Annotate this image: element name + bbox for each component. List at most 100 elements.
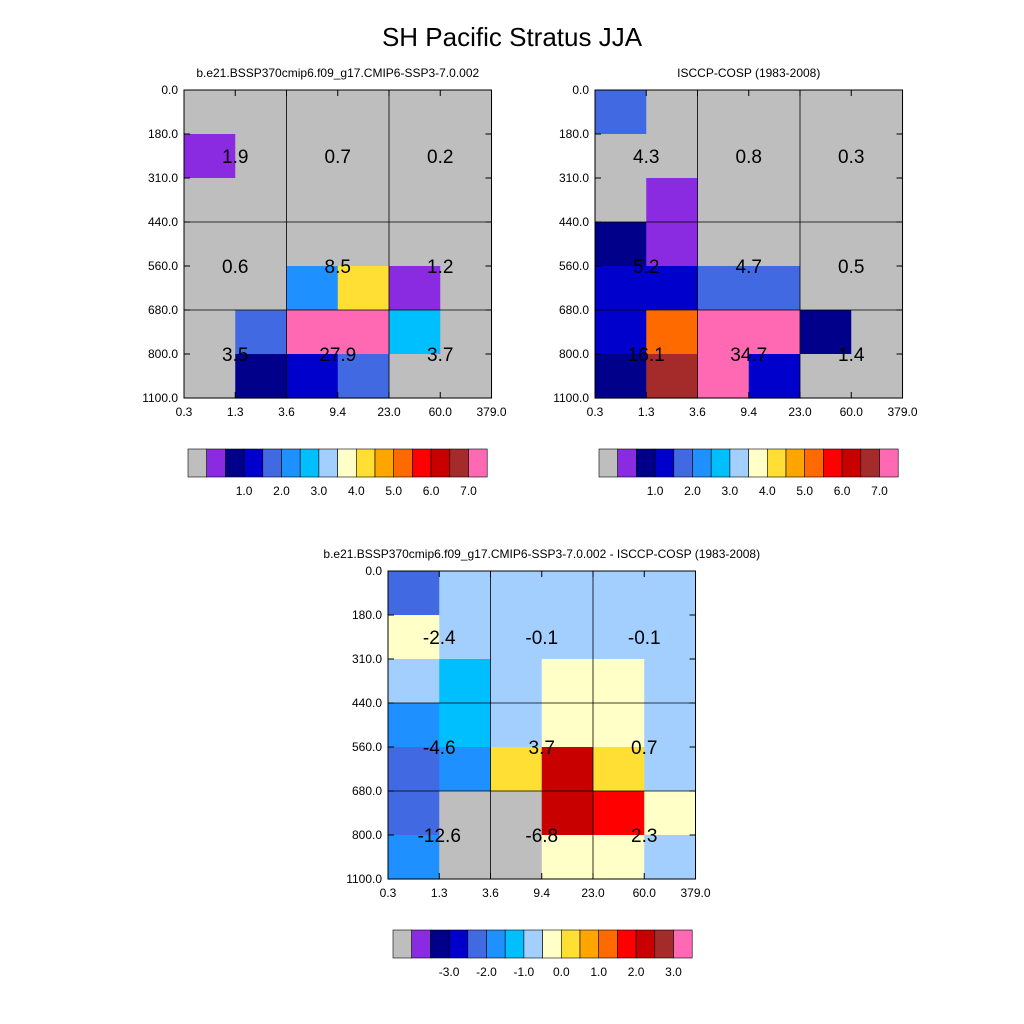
colorbar-box — [468, 448, 488, 478]
y-tick-label: 310.0 — [352, 652, 382, 666]
cell-value-label: -0.1 — [525, 628, 558, 649]
colorbar-box — [542, 929, 562, 959]
panels: b.e21.BSSP370cmip6.f09_g17.CMIP6-SSP3-7.… — [142, 66, 918, 979]
colorbar-box — [654, 448, 675, 478]
colorbar-box — [393, 448, 413, 478]
y-tick-label: 680.0 — [559, 303, 589, 317]
colorbar-box — [560, 929, 581, 959]
heatmap-cell — [800, 222, 852, 267]
heatmap-cell — [541, 791, 594, 836]
heatmap-cell — [490, 659, 543, 704]
colorbar-box — [823, 448, 843, 478]
heatmap-cell — [595, 266, 647, 311]
colorbar-label: 7.0 — [871, 484, 888, 498]
cell-value-label: 0.7 — [631, 738, 657, 759]
y-tick-label: 1100.0 — [142, 391, 178, 405]
heatmap-cell — [851, 354, 904, 399]
heatmap-cell — [184, 266, 236, 311]
colorbar-box — [598, 929, 618, 959]
colorbar-box — [785, 448, 806, 478]
y-tick-label: 440.0 — [148, 215, 178, 229]
heatmap-cell — [440, 134, 493, 179]
heatmap-cell — [593, 747, 645, 792]
y-tick-label: 680.0 — [352, 784, 382, 798]
x-tick-label: 9.4 — [533, 886, 550, 900]
heatmap-cell — [646, 90, 699, 135]
colorbar-box — [617, 929, 637, 959]
cell-value-label: 8.5 — [325, 257, 351, 278]
heatmap-cell — [644, 703, 697, 748]
colorbar-box — [729, 448, 749, 478]
heatmap-cell — [541, 571, 594, 616]
heatmap-cell — [388, 791, 440, 836]
heatmap-cell — [595, 222, 647, 267]
heatmap-cell — [593, 703, 645, 748]
colorbar-box — [710, 448, 731, 478]
y-tick-label: 560.0 — [352, 740, 382, 754]
heatmap-cell — [644, 835, 697, 880]
x-tick-label: 23.0 — [377, 405, 401, 419]
heatmap-cell — [235, 266, 288, 311]
heatmap-cell — [800, 90, 852, 135]
heatmap-cell — [800, 266, 852, 311]
cell-value-label: 3.7 — [529, 738, 555, 759]
colorbar-box — [860, 448, 880, 478]
heatmap-cell — [697, 310, 750, 355]
heatmap-cell — [748, 222, 801, 267]
cell-value-label: -0.1 — [628, 628, 661, 649]
heatmap-cell — [800, 134, 852, 179]
heatmap-cell — [439, 703, 492, 748]
heatmap-cell — [697, 222, 750, 267]
x-tick-label: 3.6 — [689, 405, 706, 419]
heatmap-cell — [541, 835, 594, 880]
heatmap-cell — [490, 835, 543, 880]
colorbar-label: 1.0 — [590, 965, 607, 979]
x-tick-label: 1.3 — [638, 405, 655, 419]
heatmap-cell — [697, 266, 750, 311]
heatmap-cell — [541, 615, 594, 660]
cell-value-label: 16.1 — [628, 345, 665, 366]
x-tick-label: 60.0 — [840, 405, 864, 419]
colorbar-box — [654, 929, 674, 959]
heatmap-cell — [490, 615, 543, 660]
colorbar-box — [262, 448, 282, 478]
heatmap-cell — [439, 615, 492, 660]
cell-value-label: -6.8 — [525, 826, 558, 847]
heatmap-cell — [646, 266, 699, 311]
heatmap-cell — [748, 178, 801, 223]
colorbar-box — [617, 448, 637, 478]
heatmap-cell — [646, 354, 699, 399]
heatmap-cell — [593, 835, 645, 880]
y-tick-label: 560.0 — [148, 259, 178, 273]
heatmap-cell — [337, 222, 390, 267]
heatmap-cell — [184, 90, 236, 135]
heatmap-cell — [800, 310, 852, 355]
cell-value-label: 0.6 — [222, 257, 248, 278]
colorbar-label: 7.0 — [460, 484, 477, 498]
x-tick-label: 379.0 — [887, 405, 917, 419]
colorbar-box — [504, 929, 525, 959]
panel-title: b.e21.BSSP370cmip6.f09_g17.CMIP6-SSP3-7.… — [323, 547, 760, 561]
heatmap-cell — [800, 354, 852, 399]
heatmap-cell — [697, 134, 750, 179]
colorbar-label: 4.0 — [759, 484, 776, 498]
heatmap-cell — [388, 615, 440, 660]
heatmap-cell — [439, 571, 492, 616]
heatmap-cell — [388, 747, 440, 792]
heatmap-cell — [595, 178, 647, 223]
heatmap-cell — [646, 310, 699, 355]
heatmap-cell — [595, 90, 647, 135]
heatmap-cell — [389, 222, 441, 267]
colorbar-label: -1.0 — [514, 965, 535, 979]
y-tick-label: 0.0 — [572, 83, 589, 97]
x-tick-label: 1.3 — [431, 886, 448, 900]
heatmap-cell — [286, 266, 339, 311]
colorbar-box — [692, 448, 712, 478]
heatmap-cell — [388, 659, 440, 704]
colorbar-label: 6.0 — [423, 484, 440, 498]
cell-value-label: 0.5 — [838, 257, 864, 278]
colorbar-box — [673, 448, 693, 478]
x-tick-label: 0.3 — [587, 405, 604, 419]
heatmap-cell — [439, 835, 492, 880]
panel-title: ISCCP-COSP (1983-2008) — [677, 66, 820, 80]
